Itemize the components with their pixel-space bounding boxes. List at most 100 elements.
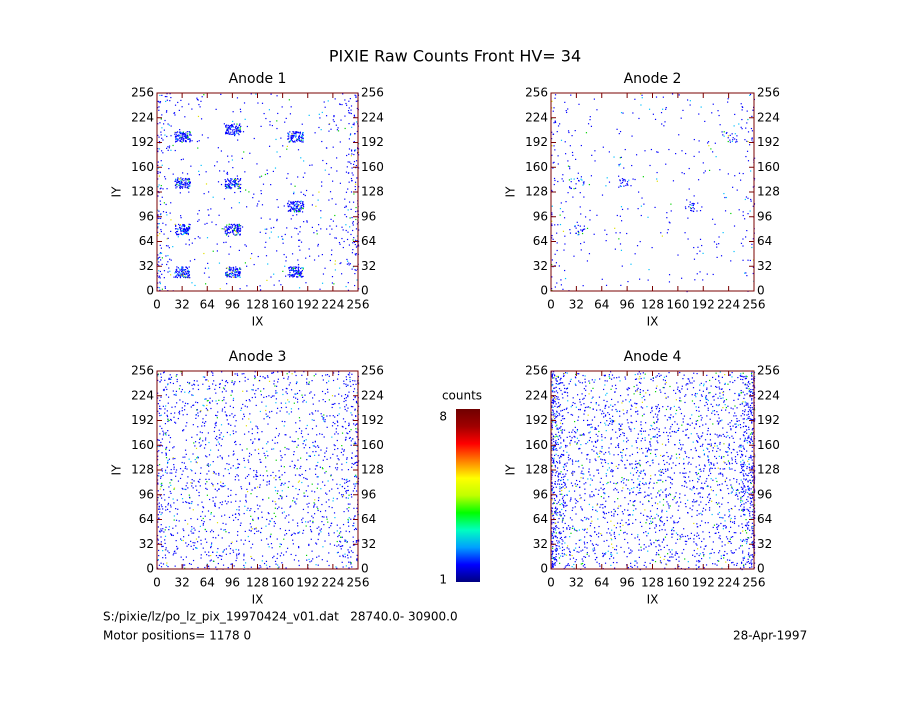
count-pixel bbox=[215, 506, 216, 507]
count-pixel bbox=[655, 449, 656, 450]
y-axis-label: IY bbox=[504, 186, 518, 198]
count-pixel bbox=[226, 283, 227, 284]
count-pixel bbox=[352, 525, 353, 526]
count-pixel bbox=[615, 409, 616, 410]
count-pixel bbox=[629, 428, 630, 429]
count-pixel bbox=[662, 469, 663, 470]
count-pixel bbox=[642, 504, 643, 505]
count-pixel bbox=[354, 115, 355, 116]
count-pixel bbox=[225, 242, 226, 243]
count-pixel bbox=[350, 134, 351, 135]
count-pixel bbox=[280, 495, 281, 496]
count-pixel bbox=[338, 433, 339, 434]
count-pixel bbox=[179, 183, 180, 184]
count-pixel bbox=[158, 101, 159, 102]
count-pixel bbox=[189, 183, 190, 184]
count-pixel bbox=[191, 140, 192, 141]
count-pixel bbox=[230, 548, 231, 549]
count-pixel bbox=[320, 467, 321, 468]
count-pixel bbox=[233, 552, 234, 553]
count-pixel bbox=[193, 424, 194, 425]
count-pixel bbox=[744, 507, 745, 508]
count-pixel bbox=[256, 476, 257, 477]
count-pixel bbox=[559, 504, 560, 505]
count-pixel bbox=[694, 203, 695, 204]
count-pixel bbox=[258, 256, 259, 257]
count-pixel bbox=[589, 219, 590, 220]
count-pixel bbox=[573, 256, 574, 257]
x-tick-label: 128 bbox=[246, 298, 269, 312]
count-pixel bbox=[293, 141, 294, 142]
y-tick-label-right: 128 bbox=[757, 185, 780, 199]
count-pixel bbox=[234, 185, 235, 186]
count-pixel bbox=[298, 445, 299, 446]
count-pixel bbox=[251, 558, 252, 559]
count-pixel bbox=[223, 228, 224, 229]
count-pixel bbox=[228, 127, 229, 128]
count-pixel bbox=[183, 530, 184, 531]
count-pixel bbox=[326, 448, 327, 449]
count-pixel bbox=[281, 562, 282, 563]
count-pixel bbox=[194, 285, 195, 286]
count-pixel bbox=[183, 470, 184, 471]
count-pixel bbox=[730, 135, 731, 136]
count-pixel bbox=[356, 465, 357, 466]
count-pixel bbox=[655, 391, 656, 392]
count-pixel bbox=[254, 528, 255, 529]
count-pixel bbox=[195, 441, 196, 442]
count-pixel bbox=[308, 521, 309, 522]
count-pixel bbox=[692, 377, 693, 378]
count-pixel bbox=[728, 493, 729, 494]
count-pixel bbox=[299, 274, 300, 275]
count-pixel bbox=[245, 478, 246, 479]
count-pixel bbox=[596, 403, 597, 404]
count-pixel bbox=[328, 381, 329, 382]
count-pixel bbox=[185, 520, 186, 521]
count-pixel bbox=[162, 438, 163, 439]
count-pixel bbox=[224, 123, 225, 124]
count-pixel bbox=[726, 478, 727, 479]
count-pixel bbox=[161, 541, 162, 542]
count-pixel bbox=[252, 397, 253, 398]
count-pixel bbox=[167, 271, 168, 272]
count-pixel bbox=[208, 510, 209, 511]
count-pixel bbox=[612, 409, 613, 410]
count-pixel bbox=[681, 118, 682, 119]
count-pixel bbox=[346, 376, 347, 377]
count-pixel bbox=[186, 184, 187, 185]
count-pixel bbox=[696, 565, 697, 566]
count-pixel bbox=[184, 276, 185, 277]
count-pixel bbox=[276, 386, 277, 387]
y-tick-label: 0 bbox=[540, 284, 548, 298]
count-pixel bbox=[728, 447, 729, 448]
count-pixel bbox=[323, 273, 324, 274]
count-pixel bbox=[687, 218, 688, 219]
count-pixel bbox=[225, 524, 226, 525]
count-pixel bbox=[349, 138, 350, 139]
count-pixel bbox=[318, 224, 319, 225]
count-pixel bbox=[734, 380, 735, 381]
count-pixel bbox=[292, 519, 293, 520]
count-pixel bbox=[560, 279, 561, 280]
y-tick-label-right: 192 bbox=[361, 135, 384, 149]
count-pixel bbox=[740, 427, 741, 428]
count-pixel bbox=[300, 226, 301, 227]
count-pixel bbox=[353, 154, 354, 155]
count-pixel bbox=[236, 554, 237, 555]
count-pixel bbox=[594, 150, 595, 151]
count-pixel bbox=[724, 520, 725, 521]
count-pixel bbox=[159, 511, 160, 512]
count-pixel bbox=[202, 134, 203, 135]
count-pixel bbox=[354, 443, 355, 444]
count-pixel bbox=[248, 474, 249, 475]
count-pixel bbox=[630, 549, 631, 550]
count-pixel bbox=[230, 495, 231, 496]
count-pixel bbox=[745, 525, 746, 526]
count-pixel bbox=[179, 520, 180, 521]
count-pixel bbox=[216, 439, 217, 440]
count-pixel bbox=[696, 424, 697, 425]
count-pixel bbox=[679, 442, 680, 443]
count-pixel bbox=[280, 284, 281, 285]
count-pixel bbox=[176, 266, 177, 267]
count-pixel bbox=[750, 210, 751, 211]
